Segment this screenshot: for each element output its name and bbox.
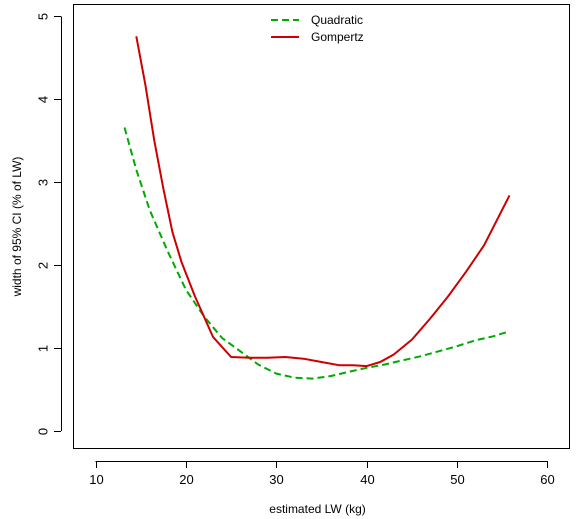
x-tick-label: 50 xyxy=(450,472,464,487)
series-line-gompertz xyxy=(135,36,511,368)
series-lines xyxy=(123,36,511,380)
x-tick-label: 10 xyxy=(89,472,103,487)
y-tick-label: 0 xyxy=(36,428,51,435)
x-tick-label: 60 xyxy=(540,472,554,487)
y-tick-label: 1 xyxy=(36,345,51,352)
plot-frame xyxy=(73,4,570,449)
legend-label-gompertz: Gompertz xyxy=(311,30,364,44)
x-axis-title: estimated LW (kg) xyxy=(269,502,365,516)
y-axis-title: width of 95% CI (% of LW) xyxy=(10,157,24,298)
x-tick-label: 40 xyxy=(360,472,374,487)
y-tick-label: 5 xyxy=(36,13,51,20)
plot-box xyxy=(73,4,570,449)
legend: Quadratic Gompertz xyxy=(271,13,364,44)
x-tick-label: 30 xyxy=(269,472,283,487)
y-axis: 0 1 2 3 4 5 xyxy=(36,13,62,435)
legend-label-quadratic: Quadratic xyxy=(311,13,363,27)
y-tick-label: 4 xyxy=(36,96,51,103)
series-line-quadratic xyxy=(123,127,510,380)
x-tick-label: 20 xyxy=(179,472,193,487)
y-tick-label: 2 xyxy=(36,262,51,269)
y-tick-label: 3 xyxy=(36,179,51,186)
x-axis: 10 20 30 40 50 60 xyxy=(89,461,555,487)
